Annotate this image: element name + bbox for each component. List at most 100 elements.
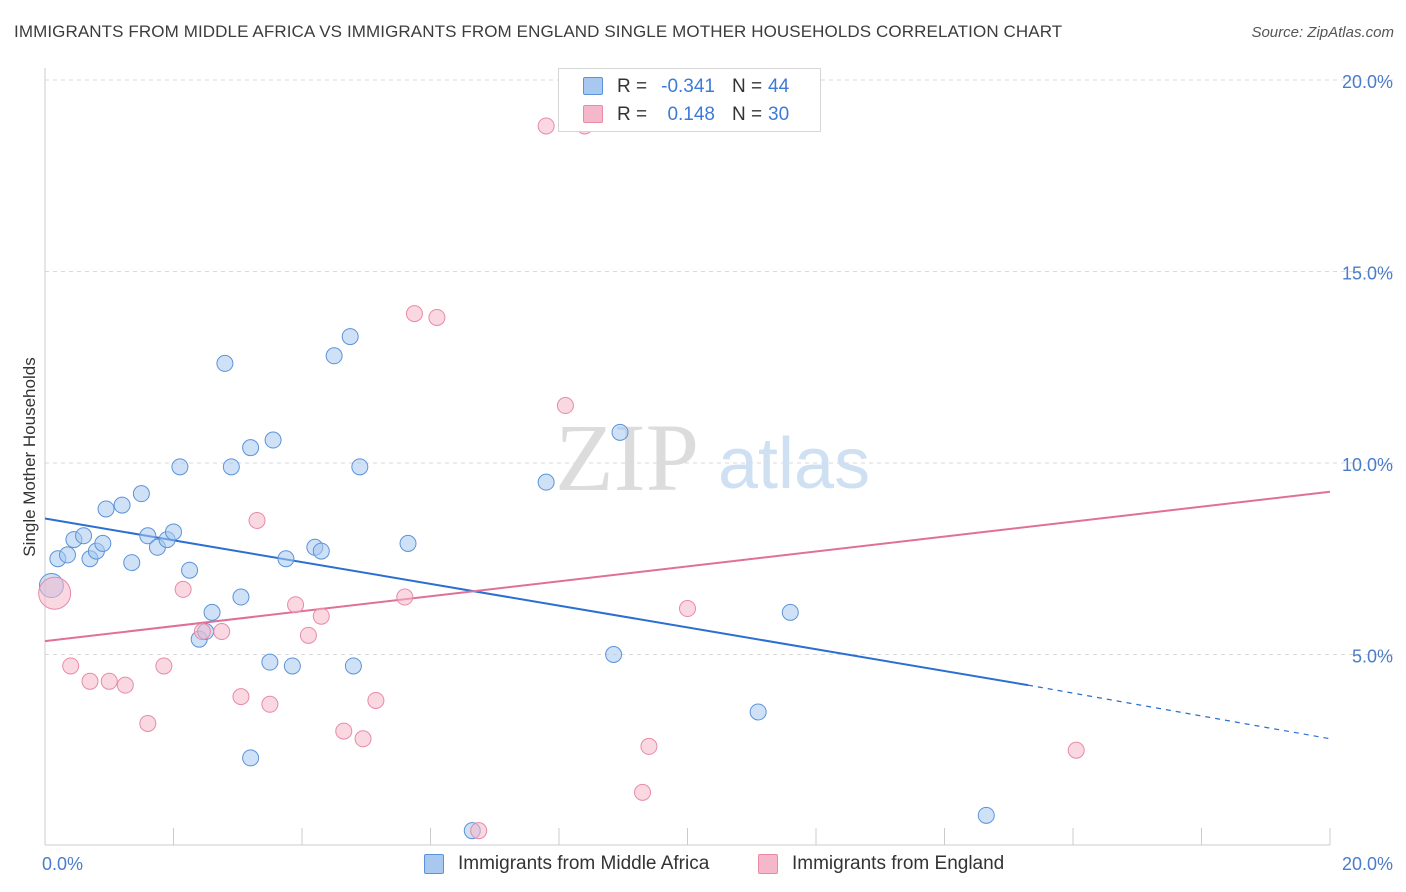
data-point-middle-africa bbox=[344, 657, 362, 675]
legend-r-label: R = bbox=[617, 104, 648, 125]
x-tick-label: 20.0% bbox=[1342, 854, 1393, 874]
x-tick-label: 0.0% bbox=[42, 854, 83, 874]
data-point-middle-africa bbox=[312, 542, 330, 560]
legend-r-label: R = bbox=[617, 76, 648, 97]
data-point-england bbox=[261, 695, 279, 713]
series-legend: Immigrants from Middle Africa Immigrants… bbox=[0, 852, 1406, 878]
chart-title: IMMIGRANTS FROM MIDDLE AFRICA VS IMMIGRA… bbox=[14, 22, 1063, 41]
data-point-middle-africa bbox=[537, 473, 555, 491]
data-point-england bbox=[367, 691, 385, 709]
axes bbox=[44, 68, 1331, 846]
series-legend-label: Immigrants from England bbox=[792, 853, 1005, 874]
x-tick-labels: 0.0% 20.0% bbox=[42, 854, 1393, 874]
data-point-middle-africa bbox=[113, 496, 131, 514]
legend-swatch-pink bbox=[583, 105, 603, 123]
series-england bbox=[38, 117, 1085, 840]
data-point-england bbox=[116, 676, 134, 694]
legend-row-england: R = 0.148 N = 30 bbox=[559, 101, 820, 129]
data-point-middle-africa bbox=[58, 546, 76, 564]
source-credit: Source: ZipAtlas.com bbox=[1251, 24, 1394, 41]
data-point-england bbox=[470, 822, 488, 840]
series-swatch-blue bbox=[424, 854, 444, 874]
legend-n-label: N = bbox=[732, 76, 763, 97]
data-point-england bbox=[155, 657, 173, 675]
y-tick-label: 10.0% bbox=[1342, 455, 1393, 475]
data-point-middle-africa bbox=[605, 646, 623, 663]
data-point-england bbox=[354, 730, 372, 748]
data-point-england bbox=[640, 737, 658, 755]
data-point-middle-africa bbox=[203, 603, 221, 621]
data-point-middle-africa bbox=[75, 527, 93, 545]
legend-n-label: N = bbox=[732, 104, 763, 125]
data-point-england bbox=[679, 600, 696, 618]
data-point-middle-africa bbox=[139, 527, 157, 545]
trendline-middle-africa-extension bbox=[1027, 684, 1331, 740]
y-tick-label: 5.0% bbox=[1352, 647, 1393, 667]
data-point-england bbox=[139, 714, 157, 732]
correlation-legend: R = -0.341 N = 44 R = 0.148 N = 30 bbox=[558, 68, 821, 132]
data-point-middle-africa bbox=[264, 431, 282, 449]
y-tick-label: 20.0% bbox=[1342, 72, 1393, 92]
data-point-middle-africa bbox=[781, 603, 799, 621]
data-point-england bbox=[38, 576, 72, 610]
series-swatch-pink bbox=[758, 854, 778, 874]
data-point-middle-africa bbox=[277, 550, 295, 568]
data-point-middle-africa bbox=[94, 534, 112, 552]
data-point-middle-africa bbox=[325, 347, 343, 365]
legend-r-value: 0.148 bbox=[667, 104, 715, 125]
data-point-england bbox=[81, 672, 99, 690]
data-point-england bbox=[62, 657, 80, 675]
data-point-england bbox=[634, 783, 652, 801]
data-point-middle-africa bbox=[611, 423, 629, 441]
data-point-england bbox=[193, 623, 211, 641]
data-point-middle-africa bbox=[749, 703, 767, 721]
watermark-zip: ZIP bbox=[555, 404, 699, 511]
data-point-middle-africa bbox=[216, 354, 234, 372]
data-point-middle-africa bbox=[132, 485, 150, 503]
data-point-middle-africa bbox=[977, 806, 995, 824]
series-middle-africa bbox=[38, 328, 995, 840]
y-tick-labels: 5.0% 10.0% 15.0% 20.0% bbox=[1342, 72, 1393, 667]
watermark: ZIP atlas bbox=[555, 404, 870, 511]
legend-n-value: 30 bbox=[768, 104, 790, 125]
trendline-middle-africa bbox=[44, 517, 1029, 687]
series-legend-label: Immigrants from Middle Africa bbox=[458, 853, 710, 874]
data-point-middle-africa bbox=[242, 749, 260, 767]
trendlines bbox=[44, 490, 1331, 740]
data-point-england bbox=[405, 305, 423, 323]
data-point-middle-africa bbox=[123, 554, 141, 572]
legend-n-value: 44 bbox=[768, 76, 790, 97]
data-point-england bbox=[556, 397, 574, 415]
legend-row-middle-africa: R = -0.341 N = 44 bbox=[559, 73, 820, 101]
data-point-england bbox=[428, 308, 446, 326]
data-point-middle-africa bbox=[283, 657, 301, 675]
data-point-england bbox=[1067, 741, 1085, 759]
data-point-middle-africa bbox=[222, 458, 240, 476]
y-axis-label: Single Mother Households bbox=[20, 357, 39, 556]
data-point-middle-africa bbox=[181, 561, 199, 579]
watermark-atlas: atlas bbox=[718, 424, 870, 504]
y-tick-label: 15.0% bbox=[1342, 264, 1393, 284]
data-point-england bbox=[248, 511, 266, 529]
data-point-england bbox=[232, 688, 250, 706]
data-point-england bbox=[174, 580, 192, 598]
data-point-middle-africa bbox=[165, 523, 182, 541]
gridlines bbox=[45, 79, 1395, 655]
data-point-england bbox=[312, 607, 330, 625]
data-point-middle-africa bbox=[97, 500, 115, 518]
legend-r-value: -0.341 bbox=[661, 76, 715, 97]
legend-swatch-blue bbox=[583, 77, 603, 95]
data-point-middle-africa bbox=[341, 328, 359, 346]
data-point-england bbox=[299, 626, 317, 644]
data-point-middle-africa bbox=[171, 458, 189, 476]
data-point-middle-africa bbox=[399, 534, 417, 552]
data-point-england bbox=[396, 588, 414, 606]
data-point-england bbox=[287, 596, 305, 614]
data-point-england bbox=[213, 623, 231, 641]
data-point-middle-africa bbox=[351, 458, 369, 476]
data-point-england bbox=[537, 117, 555, 135]
data-point-middle-africa bbox=[261, 653, 279, 671]
data-point-england bbox=[100, 672, 118, 690]
trendline-england bbox=[44, 490, 1331, 643]
